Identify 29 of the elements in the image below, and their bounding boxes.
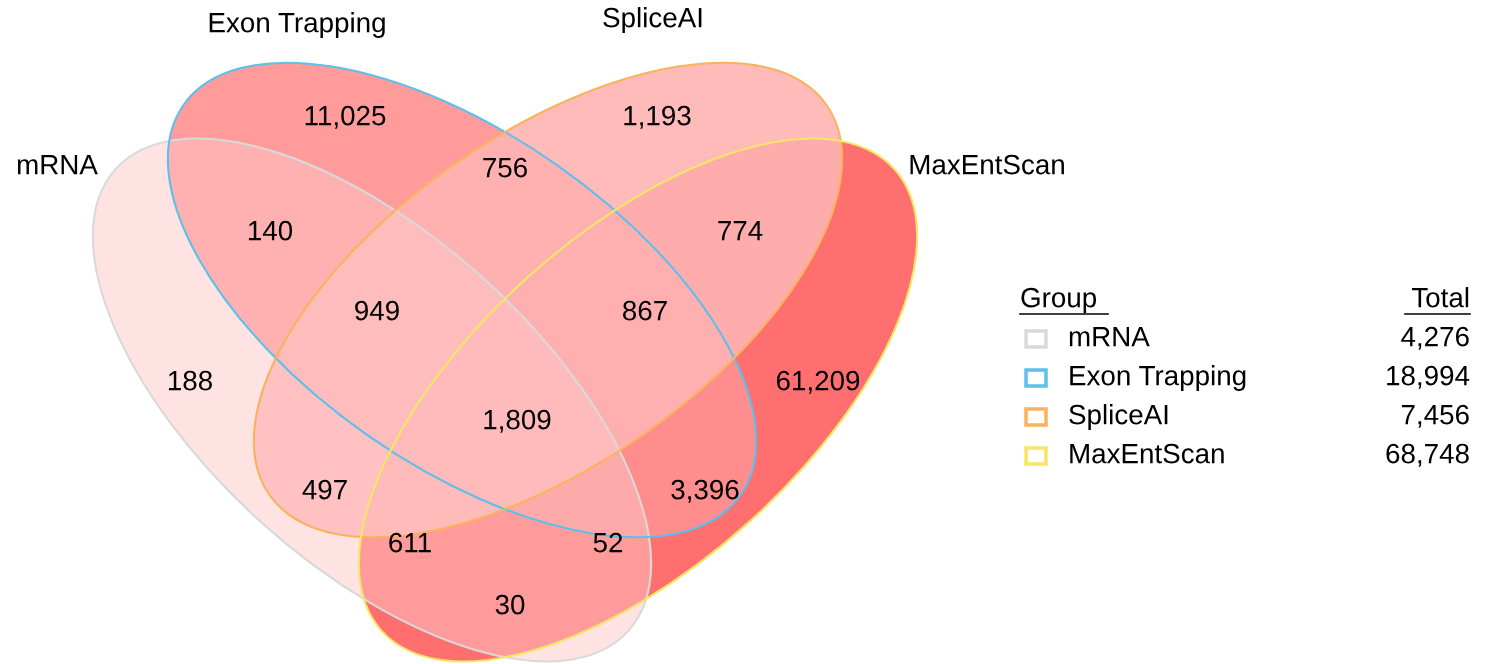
category-label: SpliceAI bbox=[1069, 404, 1168, 430]
text: 949 bbox=[355, 300, 399, 321]
data-label: 68,748 bbox=[1386, 443, 1469, 467]
text: 867 bbox=[623, 300, 667, 321]
text: 1,193 bbox=[624, 105, 691, 129]
text: 11,025 bbox=[305, 105, 386, 129]
text: 3,396 bbox=[671, 479, 739, 503]
text: 774 bbox=[718, 221, 763, 241]
text: 61,209 bbox=[776, 370, 860, 394]
category-label: MaxEntScan bbox=[910, 154, 1064, 175]
category-label: mRNA bbox=[17, 155, 98, 175]
category-label: MaxEntScan bbox=[1070, 443, 1224, 464]
category-label: Exon Trapping bbox=[209, 12, 385, 38]
text: 188 bbox=[168, 370, 212, 391]
category-label: Exon Trapping bbox=[1070, 365, 1246, 391]
text: 756 bbox=[483, 157, 527, 178]
text: 30 bbox=[495, 594, 525, 615]
text: 1,809 bbox=[484, 409, 551, 433]
category-label: SpliceAI bbox=[603, 7, 702, 33]
data-label: 7,456 bbox=[1401, 404, 1469, 428]
legend-title: Group bbox=[1021, 287, 1097, 313]
text: 611 bbox=[389, 532, 431, 553]
text: 140 bbox=[248, 220, 293, 241]
text: 52 bbox=[593, 532, 623, 553]
data-label: 18,994 bbox=[1387, 365, 1470, 389]
text: 497 bbox=[302, 479, 347, 500]
category-label: mRNA bbox=[1069, 327, 1150, 347]
text: Total bbox=[1411, 287, 1469, 308]
data-label: 4,276 bbox=[1401, 326, 1469, 350]
